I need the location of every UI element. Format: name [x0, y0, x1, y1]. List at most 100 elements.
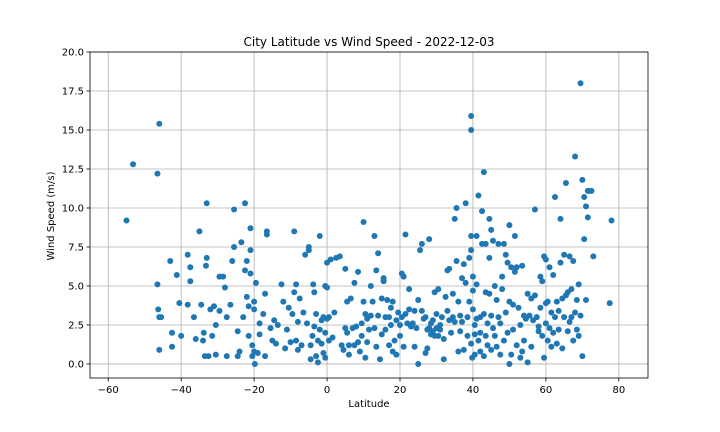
data-point [469, 287, 476, 294]
y-tick-label: 15.0 [62, 125, 84, 136]
plot-area [89, 51, 649, 379]
data-point [429, 317, 436, 324]
data-point [205, 353, 212, 360]
data-point [310, 281, 317, 288]
data-point [376, 356, 383, 363]
data-point [358, 332, 365, 339]
data-point [422, 350, 429, 357]
data-point [173, 272, 180, 279]
data-point [415, 360, 422, 367]
data-point [327, 256, 334, 263]
data-point [526, 312, 533, 319]
data-point [484, 342, 491, 349]
data-point [200, 329, 207, 336]
data-point [311, 289, 318, 296]
data-point [282, 345, 289, 352]
data-point [358, 320, 365, 327]
data-point [486, 254, 493, 261]
data-point [406, 286, 413, 293]
data-point [548, 343, 555, 350]
data-point [590, 253, 597, 260]
data-point [471, 331, 478, 338]
data-point [561, 314, 568, 321]
data-point [196, 228, 203, 235]
data-point [418, 240, 425, 247]
data-point [488, 312, 495, 319]
data-point [302, 251, 309, 258]
data-point [517, 321, 524, 328]
data-point [411, 343, 418, 350]
data-point [513, 342, 520, 349]
data-point [296, 295, 303, 302]
data-point [469, 306, 476, 313]
data-point [557, 215, 564, 222]
data-point [473, 233, 480, 240]
data-point [325, 314, 332, 321]
data-point [391, 337, 398, 344]
data-point [442, 293, 449, 300]
data-point [469, 273, 476, 280]
data-point [548, 309, 555, 316]
data-point [231, 206, 238, 213]
data-point [169, 329, 176, 336]
data-point [541, 354, 548, 361]
data-point [220, 273, 227, 280]
data-point [202, 262, 209, 269]
data-point [581, 194, 588, 201]
data-point [227, 301, 234, 308]
data-point [539, 278, 546, 285]
x-tick-label: −20 [244, 385, 265, 396]
data-point [490, 325, 496, 332]
data-point [575, 281, 582, 288]
data-point [369, 298, 376, 305]
data-point [497, 351, 504, 358]
data-point [386, 314, 393, 321]
y-tick-label: 0.0 [68, 359, 84, 370]
data-point [508, 264, 515, 271]
data-point [462, 200, 469, 207]
data-point [336, 253, 343, 260]
x-tick-label: 40 [467, 385, 480, 396]
data-point [437, 321, 444, 328]
data-point [314, 359, 321, 366]
data-point [435, 332, 442, 339]
data-point [380, 278, 387, 285]
data-point [267, 325, 274, 332]
x-tick-label: 20 [394, 385, 407, 396]
data-point [468, 112, 475, 119]
data-point [499, 273, 506, 280]
data-point [475, 192, 482, 199]
data-point [524, 290, 531, 297]
axes-frame [89, 51, 649, 379]
data-point [451, 318, 458, 325]
data-point [579, 353, 586, 360]
data-point [459, 275, 465, 282]
data-point [353, 323, 360, 330]
data-point [249, 353, 256, 360]
data-point [583, 203, 589, 210]
data-point [229, 258, 236, 265]
data-point [570, 258, 577, 265]
data-point [167, 258, 174, 265]
data-point [468, 233, 475, 240]
data-point [342, 325, 349, 332]
data-point [236, 348, 243, 355]
data-point [504, 329, 511, 336]
data-point [378, 295, 385, 302]
data-point [568, 286, 575, 293]
data-point [513, 264, 520, 271]
data-point [373, 343, 380, 350]
data-point [550, 272, 557, 279]
data-point [155, 306, 162, 313]
data-point [256, 331, 263, 338]
data-point [418, 307, 425, 314]
data-point [497, 320, 504, 327]
data-point [415, 297, 422, 304]
x-tick-label: 60 [540, 385, 553, 396]
data-point [517, 354, 524, 361]
data-point [455, 298, 462, 305]
data-point [546, 264, 553, 271]
data-point [475, 337, 482, 344]
data-point [355, 268, 362, 275]
data-point [531, 206, 538, 213]
